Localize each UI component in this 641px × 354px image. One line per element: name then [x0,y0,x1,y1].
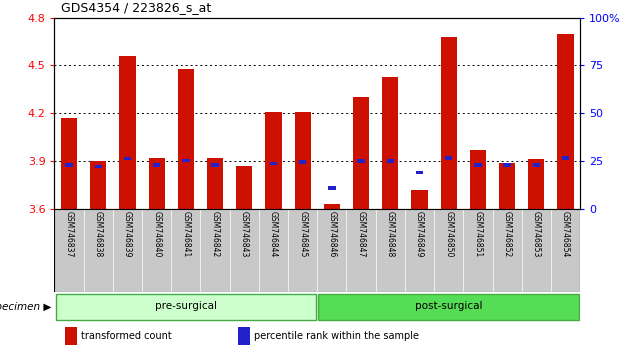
Bar [295,112,311,209]
Bar [470,150,486,209]
Bar [84,209,113,292]
Bar [201,209,229,292]
Bar [299,160,306,164]
Bar [113,209,142,292]
Bar [65,163,72,167]
Text: transformed count: transformed count [81,331,172,341]
Bar [358,159,365,163]
Bar [207,158,223,209]
Text: GSM746846: GSM746846 [328,211,337,258]
Bar [178,69,194,209]
Bar [270,162,277,165]
Bar [212,163,219,167]
Text: GSM746843: GSM746843 [240,211,249,258]
Text: GSM746838: GSM746838 [94,211,103,258]
Bar [65,327,76,345]
Bar [142,209,171,292]
Bar [528,159,544,209]
Bar [324,204,340,209]
Bar [405,209,434,292]
Bar [149,158,165,209]
Text: specimen ▶: specimen ▶ [0,302,51,312]
Bar [119,56,135,209]
Text: GSM746849: GSM746849 [415,211,424,258]
Bar [317,209,347,292]
Text: GSM746850: GSM746850 [444,211,453,258]
Text: pre-surgical: pre-surgical [155,302,217,312]
Text: GSM746848: GSM746848 [386,211,395,258]
Bar [387,159,394,163]
FancyBboxPatch shape [56,295,316,320]
Bar [182,159,190,162]
Text: post-surgical: post-surgical [415,302,483,312]
Text: GSM746852: GSM746852 [503,211,512,258]
Bar [445,156,453,160]
Bar [259,209,288,292]
Text: GSM746847: GSM746847 [356,211,365,258]
Text: GSM746839: GSM746839 [123,211,132,258]
Bar [434,209,463,292]
Bar [522,209,551,292]
Bar [533,163,540,167]
Bar [463,209,492,292]
Text: GSM746854: GSM746854 [561,211,570,258]
Text: GSM746842: GSM746842 [211,211,220,258]
Bar [95,165,102,169]
Bar [558,34,574,209]
Bar [238,327,250,345]
Text: GSM746841: GSM746841 [181,211,190,258]
Bar [328,187,335,190]
Text: GDS4354 / 223826_s_at: GDS4354 / 223826_s_at [61,1,211,14]
Bar [474,163,481,167]
Bar [562,156,569,160]
Bar [265,112,281,209]
Bar [229,209,259,292]
Bar [90,161,106,209]
Bar [237,166,253,209]
Bar [416,171,423,174]
Bar [347,209,376,292]
Text: GSM746844: GSM746844 [269,211,278,258]
Bar [61,118,77,209]
Bar [551,209,580,292]
Bar [376,209,405,292]
Bar [153,163,160,167]
Bar [382,77,398,209]
FancyBboxPatch shape [319,295,579,320]
Text: GSM746837: GSM746837 [65,211,74,258]
Bar [54,209,84,292]
Text: GSM746851: GSM746851 [474,211,483,258]
Text: GSM746845: GSM746845 [298,211,307,258]
Text: GSM746840: GSM746840 [152,211,161,258]
Bar [124,157,131,160]
Bar [503,163,511,167]
Text: GSM746853: GSM746853 [532,211,541,258]
Text: percentile rank within the sample: percentile rank within the sample [254,331,419,341]
Bar [492,209,522,292]
Bar [412,190,428,209]
Bar [440,37,457,209]
Bar [499,163,515,209]
Bar [353,97,369,209]
Bar [171,209,201,292]
Bar [288,209,317,292]
